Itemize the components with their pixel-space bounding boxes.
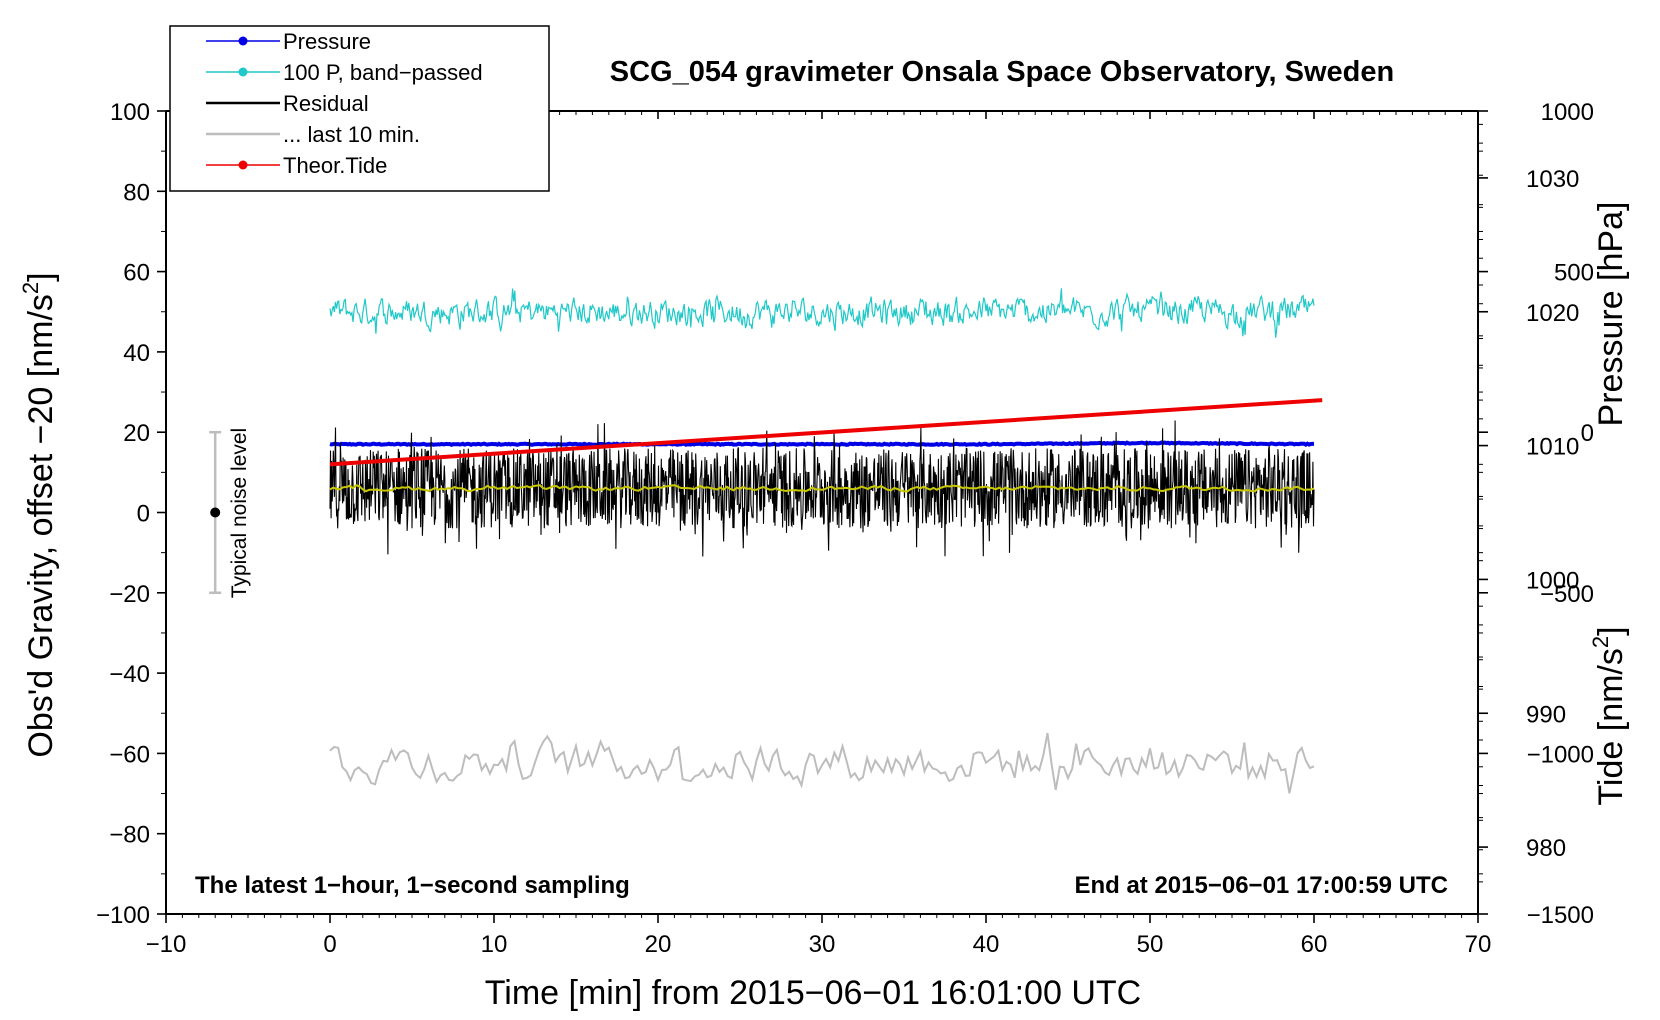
- tide-tick-label: 0: [1581, 420, 1594, 447]
- axes: −10 0 10 20 30 40 50 60 70100806040200−20−40−60−…: [96, 99, 1594, 958]
- legend-label: Pressure: [283, 29, 371, 54]
- tide-tick-label: −1500: [1527, 902, 1594, 929]
- legend-label: Residual: [283, 91, 369, 116]
- tide-axis-title: Tide [nm/s2]: [1588, 626, 1630, 805]
- tide-tick-label: 500: [1554, 260, 1594, 287]
- tide-axis-title-main: Tide [nm/s: [1592, 648, 1630, 805]
- pressure-series-line: [329, 440, 1315, 448]
- pressure-tick-label: 1030: [1526, 166, 1579, 193]
- y-tick-label-left: −60: [109, 741, 150, 768]
- tide-tick-label: −1000: [1527, 741, 1594, 768]
- y-tick-label-left: −80: [109, 822, 150, 849]
- pressure-tick-label: 980: [1526, 835, 1566, 862]
- residual-series-line: [329, 420, 1315, 557]
- x-tick-label: 70: [1465, 931, 1492, 958]
- y-axis-title-left-end: ]: [22, 272, 60, 281]
- pressure-tick-label: 1010: [1526, 434, 1579, 461]
- pressure-tick-label: 1000: [1526, 567, 1579, 594]
- tide-tick-label: 1000: [1541, 99, 1594, 126]
- last-10-min-series-line: [329, 732, 1315, 794]
- band-passed-pressure-series-line: [329, 288, 1315, 338]
- legend-swatch-marker: [238, 160, 248, 170]
- y-axis-title-left-main: Obs'd Gravity, offset −20 [nm/s: [22, 294, 60, 757]
- y-tick-label-left: 20: [123, 420, 150, 447]
- chart-title: SCG_054 gravimeter Onsala Space Observat…: [610, 56, 1394, 88]
- x-tick-label: 0: [323, 931, 336, 958]
- pressure-axis-title: Pressure [hPa]: [1592, 202, 1630, 427]
- y-tick-label-left: −100: [96, 902, 150, 929]
- y-tick-label-left: 80: [123, 179, 150, 206]
- x-tick-label: −10: [146, 931, 187, 958]
- note-end-time: End at 2015−06−01 17:00:59 UTC: [1074, 872, 1448, 899]
- y-tick-label-left: 60: [123, 260, 150, 287]
- noise-level-label: Typical noise level: [228, 428, 251, 598]
- series-layer: [209, 288, 1323, 794]
- x-tick-label: 60: [1301, 931, 1328, 958]
- residual-smoothed-series-line: [329, 484, 1315, 493]
- legend: Pressure 100 P, band−passed Residual ... la…: [169, 25, 550, 192]
- legend-swatch-marker: [238, 36, 248, 46]
- x-tick-label: 40: [973, 931, 1000, 958]
- x-tick-label: 10: [481, 931, 508, 958]
- legend-label: Theor.Tide: [283, 153, 387, 178]
- legend-label: ... last 10 min.: [283, 122, 420, 147]
- y-axis-title-left-sup: 2: [18, 282, 43, 294]
- y-tick-label-left: 100: [110, 99, 150, 126]
- note-latest-hour: The latest 1−hour, 1−second sampling: [195, 872, 630, 899]
- labels: SCG_054 gravimeter Onsala Space Observat…: [18, 56, 1630, 1012]
- y-tick-label-left: 0: [137, 501, 150, 528]
- y-tick-label-left: −20: [109, 581, 150, 608]
- tide-series-line: [329, 398, 1323, 467]
- noise-bar-center-dot: [210, 507, 221, 518]
- pressure-tick-label: 1020: [1526, 300, 1579, 327]
- y-tick-label-left: 40: [123, 340, 150, 367]
- x-tick-label: 50: [1137, 931, 1164, 958]
- pressure-tick-label: 990: [1526, 701, 1566, 728]
- y-axis-title-left: Obs'd Gravity, offset −20 [nm/s2]: [18, 272, 60, 757]
- y-tick-label-left: −40: [109, 661, 150, 688]
- tide-axis-title-end: ]: [1592, 626, 1630, 635]
- x-tick-label: 30: [809, 931, 836, 958]
- x-axis-title: Time [min] from 2015−06−01 16:01:00 UTC: [485, 974, 1141, 1012]
- legend-box: [169, 25, 550, 192]
- tide-tick-label: −500: [1540, 581, 1594, 608]
- x-tick-label: 20: [645, 931, 672, 958]
- legend-swatch-marker: [238, 67, 248, 77]
- legend-label: 100 P, band−passed: [283, 60, 483, 85]
- tide-axis-title-sup: 2: [1588, 636, 1613, 648]
